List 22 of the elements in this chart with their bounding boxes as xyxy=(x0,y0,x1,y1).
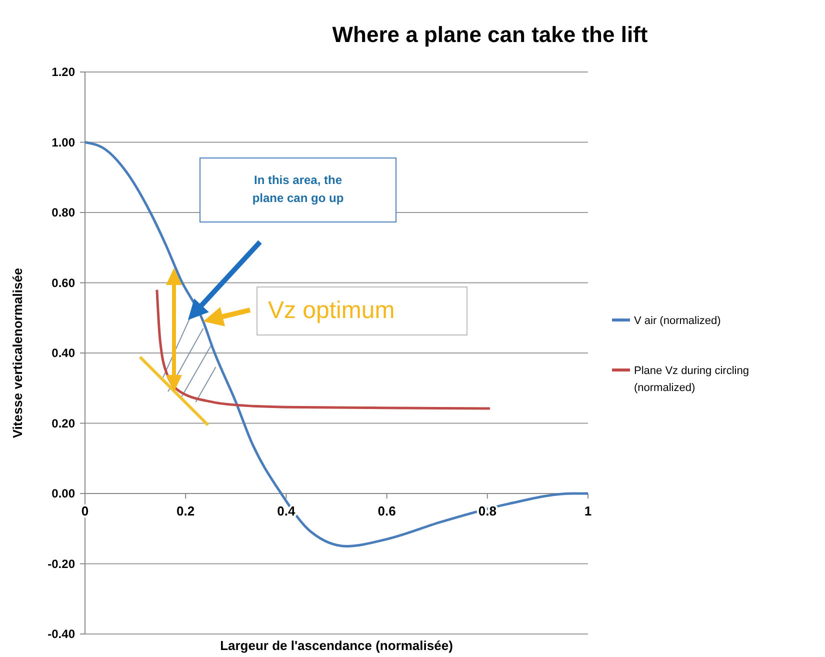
x-tick-label: 1 xyxy=(584,504,592,518)
legend-label: Plane Vz during circling (normalized) xyxy=(634,364,749,394)
y-axis-title: Vitesse verticalenormalisée xyxy=(10,268,25,438)
line-series xyxy=(84,141,590,548)
x-tick-label: 0 xyxy=(81,504,89,518)
y-tick-label: 0.40 xyxy=(52,346,76,360)
y-tick-label: 0.20 xyxy=(52,416,76,430)
line-series xyxy=(156,288,492,410)
x-tick-label: 0.6 xyxy=(378,504,396,518)
y-tick-label: -0.40 xyxy=(48,627,76,642)
legend-label: V air (normalized) xyxy=(634,314,721,327)
y-tick-label: 1.00 xyxy=(52,135,76,150)
y-tick-label: -0.20 xyxy=(48,556,76,571)
y-tick-label: 0.80 xyxy=(52,206,76,220)
y-tick-label: 0.00 xyxy=(52,486,76,501)
y-tick-label: 0.60 xyxy=(52,276,76,290)
y-tick-label: 1.20 xyxy=(52,65,76,80)
annotation: Vz optimum xyxy=(268,297,395,324)
x-tick-label: 0.2 xyxy=(176,504,195,518)
chart-title: Where a plane can take the lift xyxy=(332,22,648,47)
annotation: In this area, the plane can go up xyxy=(252,173,344,205)
x-axis-title: Largeur de l'ascendance (normalisée) xyxy=(220,638,453,653)
